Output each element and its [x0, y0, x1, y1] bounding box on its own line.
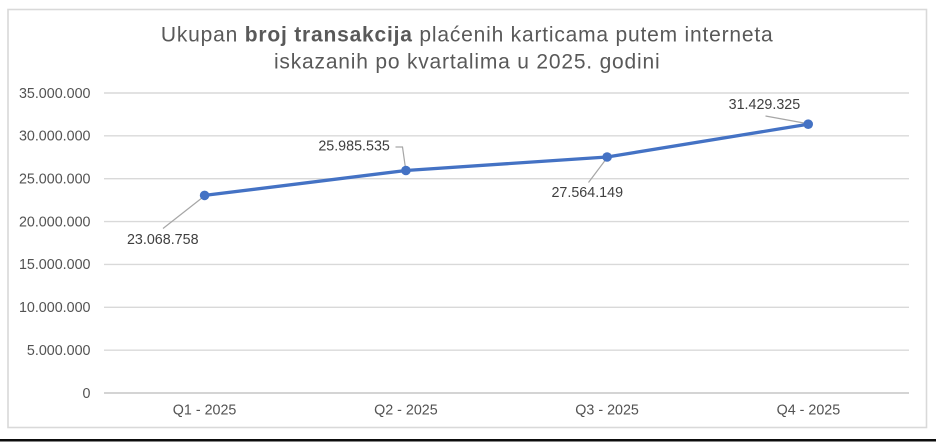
- svg-text:0: 0: [83, 386, 91, 402]
- svg-text:Q3 - 2025: Q3 - 2025: [575, 403, 639, 419]
- svg-text:Ukupan broj transakcija plaćen: Ukupan broj transakcija plaćenih kartica…: [161, 23, 774, 46]
- svg-text:25.000.000: 25.000.000: [19, 172, 91, 188]
- svg-text:iskazanih po kvartalima u 2025: iskazanih po kvartalima u 2025. godini: [274, 51, 660, 74]
- svg-text:20.000.000: 20.000.000: [19, 214, 91, 230]
- svg-text:23.068.758: 23.068.758: [127, 232, 199, 248]
- svg-text:27.564.149: 27.564.149: [551, 185, 623, 201]
- svg-text:Q1 - 2025: Q1 - 2025: [173, 403, 237, 419]
- svg-text:5.000.000: 5.000.000: [27, 343, 91, 359]
- svg-text:Q2 - 2025: Q2 - 2025: [374, 403, 438, 419]
- svg-text:31.429.325: 31.429.325: [729, 97, 801, 113]
- svg-text:Q4 - 2025: Q4 - 2025: [777, 403, 841, 419]
- svg-text:10.000.000: 10.000.000: [19, 300, 91, 316]
- svg-text:35.000.000: 35.000.000: [19, 86, 91, 102]
- svg-text:30.000.000: 30.000.000: [19, 129, 91, 145]
- svg-text:15.000.000: 15.000.000: [19, 257, 91, 273]
- svg-text:25.985.535: 25.985.535: [318, 138, 390, 154]
